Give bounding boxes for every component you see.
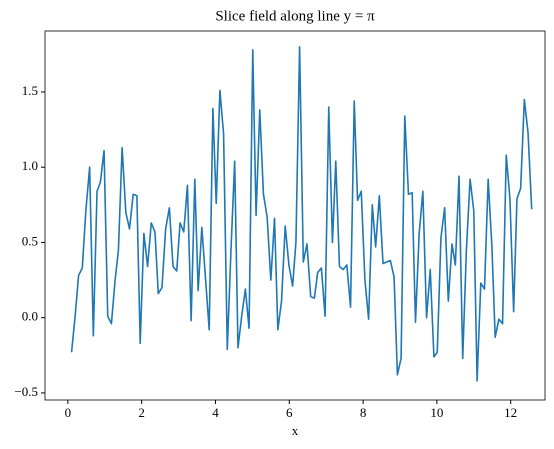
y-tick-label: 0.5: [22, 233, 38, 248]
plot-frame: [44, 30, 546, 401]
x-tick-label: 0: [65, 405, 72, 420]
data-line: [70, 45, 533, 382]
x-tick-label: 4: [212, 405, 219, 420]
x-axis-label: x: [292, 423, 299, 438]
x-tick-label: 10: [430, 405, 443, 420]
x-tick-label: 6: [286, 405, 293, 420]
x-tick-label: 8: [360, 405, 367, 420]
x-tick-label: 12: [504, 405, 517, 420]
chart-title: Slice field along line y = π: [215, 8, 375, 24]
y-tick-label: 1.0: [22, 158, 38, 173]
y-tick-label: −0.5: [14, 384, 38, 399]
y-tick-label: 0.0: [22, 309, 38, 324]
y-tick-label: 1.5: [22, 83, 38, 98]
x-tick-label: 2: [138, 405, 145, 420]
